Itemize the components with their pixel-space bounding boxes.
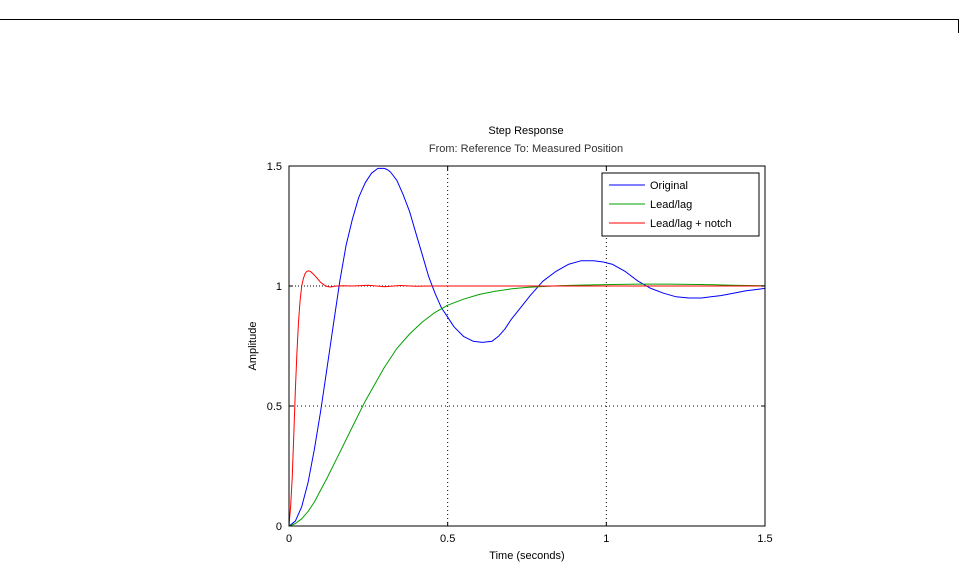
x-axis-label: Time (seconds) (489, 550, 564, 562)
series-line-0 (288, 167, 766, 527)
x-tick-label-1: 0.5 (440, 533, 455, 545)
chart-title: Step Response (488, 125, 563, 137)
y-tick-label-3: 1.5 (267, 161, 282, 173)
chart-subtitle: From: Reference To: Measured Position (429, 143, 623, 155)
series-group (288, 167, 766, 527)
series-line-2 (288, 270, 765, 527)
legend-entry-1: Lead/lag (650, 199, 692, 211)
x-axis: 0 0.5 1 1.5 (286, 166, 773, 545)
x-tick-label-0: 0 (286, 533, 292, 545)
top-rule (0, 19, 959, 20)
y-tick-label-2: 1 (276, 281, 282, 293)
y-axis: 0 0.5 1 1.5 (267, 161, 765, 533)
series-line-1 (288, 283, 766, 527)
y-tick-label-1: 0.5 (267, 401, 282, 413)
legend-entry-2: Lead/lag + notch (650, 218, 732, 230)
x-tick-label-3: 1.5 (757, 533, 772, 545)
legend-entry-0: Original (650, 180, 688, 192)
y-axis-label: Amplitude (247, 322, 259, 371)
top-rule-tick (958, 19, 959, 33)
y-tick-label-0: 0 (276, 521, 282, 533)
legend: Original Lead/lag Lead/lag + notch (601, 172, 760, 237)
x-tick-label-2: 1 (603, 533, 609, 545)
plot-frame (288, 165, 766, 527)
